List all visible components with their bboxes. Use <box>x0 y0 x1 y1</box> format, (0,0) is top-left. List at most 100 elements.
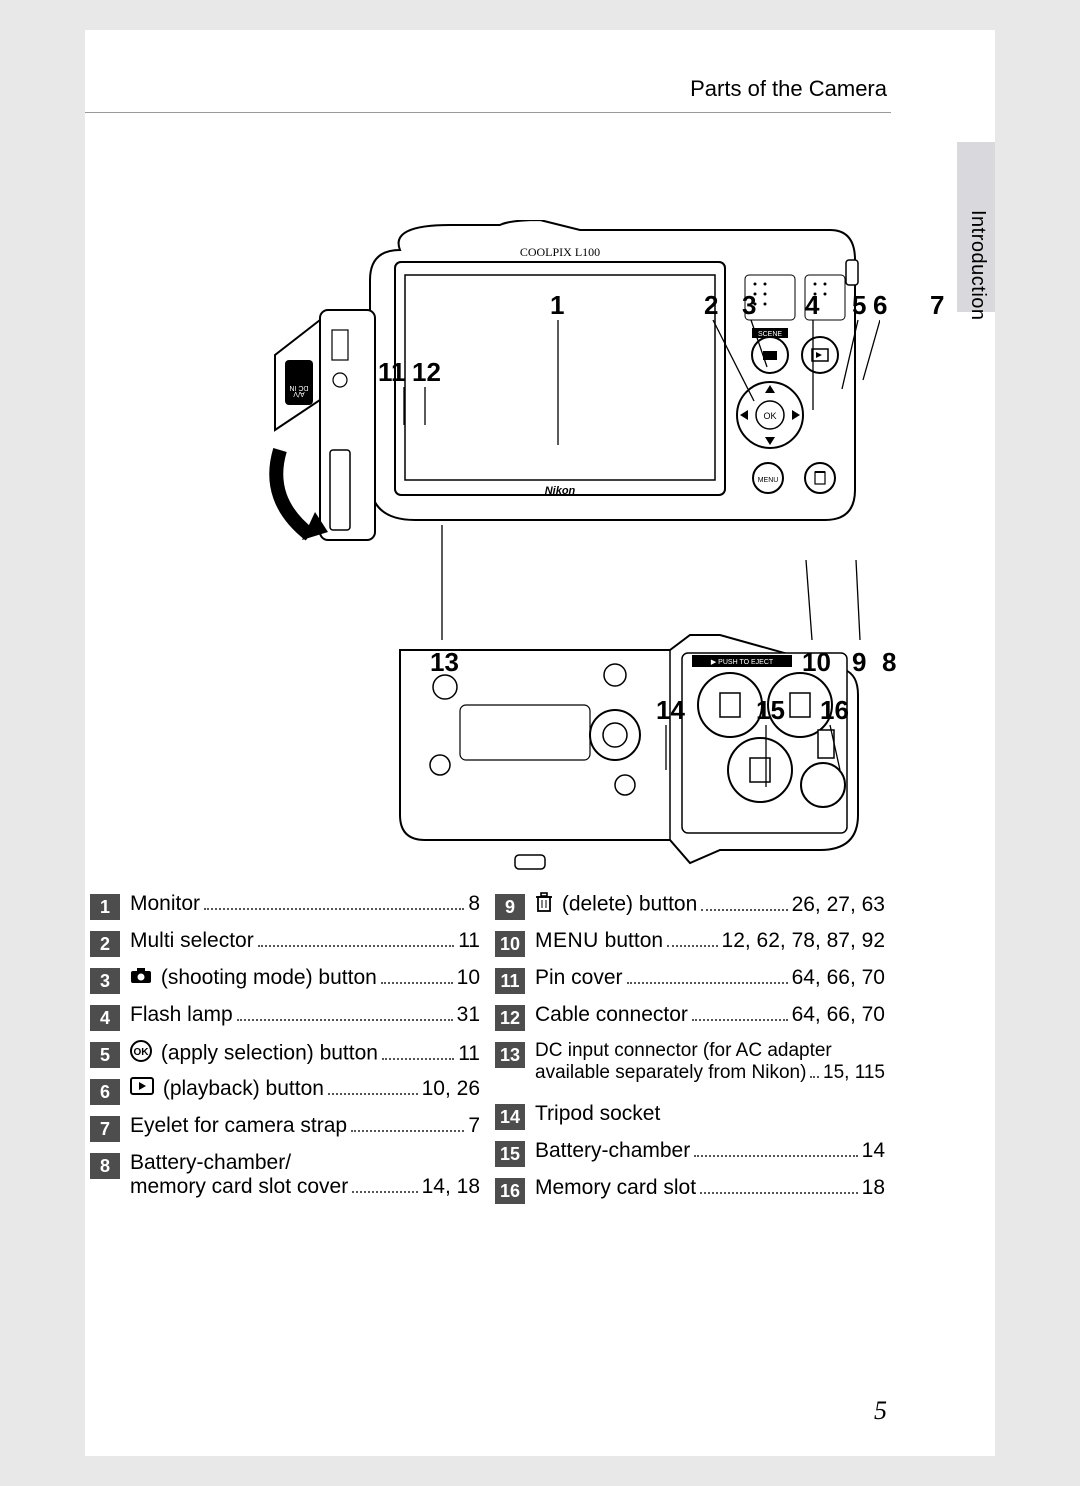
model-text: COOLPIX L100 <box>520 245 600 259</box>
part-label: Eyelet for camera strap <box>130 1114 347 1138</box>
callout-number: 4 <box>805 290 819 321</box>
part-page-ref: 12, 62, 78, 87, 92 <box>722 929 885 953</box>
callout-number: 9 <box>852 647 866 678</box>
part-page-ref: 31 <box>457 1003 480 1027</box>
part-row: 12Cable connector64, 66, 70 <box>495 1003 885 1036</box>
svg-text:OK: OK <box>763 411 776 421</box>
part-body: (shooting mode) button 10 <box>130 966 480 990</box>
svg-text:OK: OK <box>134 1047 150 1058</box>
part-row: 13 DC input connector (for AC adapteravai… <box>495 1040 885 1098</box>
part-row: 16 Memory card slot 18 <box>495 1176 885 1209</box>
part-number-badge: 13 <box>495 1042 525 1068</box>
callout-number: 15 <box>756 695 785 726</box>
camera-bottom-diagram: ▶ PUSH TO EJECT <box>390 615 860 875</box>
camera-icon <box>130 966 152 990</box>
part-row: 11 Pin cover 64, 66, 70 <box>495 966 885 999</box>
part-label: OK (apply selection) button <box>130 1040 378 1068</box>
callout-number: 8 <box>882 647 896 678</box>
callout-number: 7 <box>930 290 944 321</box>
callout-number: 6 <box>873 290 887 321</box>
part-row: 10 MENU button 12, 62, 78, 87, 92 <box>495 929 885 962</box>
part-page-ref: 10, 26 <box>422 1077 480 1101</box>
part-body: Pin cover 64, 66, 70 <box>535 966 885 990</box>
part-number-badge: 2 <box>90 931 120 957</box>
part-number-badge: 5 <box>90 1042 120 1068</box>
ok-icon: OK <box>130 1040 152 1068</box>
page-number: 5 <box>874 1396 887 1426</box>
part-number-badge: 3 <box>90 968 120 994</box>
part-body: Battery-chamber/memory card slot cover14… <box>130 1151 480 1199</box>
part-body: (delete) button 26, 27, 63 <box>535 892 885 918</box>
part-row: 4 Flash lamp 31 <box>90 1003 480 1036</box>
part-number-badge: 6 <box>90 1079 120 1105</box>
part-body: Eyelet for camera strap 7 <box>130 1114 480 1138</box>
callout-number: 5 <box>852 290 866 321</box>
part-label: Cable connector <box>535 1003 688 1027</box>
part-page-ref: 11 <box>458 1042 480 1066</box>
part-number-badge: 16 <box>495 1178 525 1204</box>
part-label: Memory card slot <box>535 1176 696 1200</box>
part-row: 14 Tripod socket <box>495 1102 885 1135</box>
play-icon <box>130 1077 154 1101</box>
svg-text:SCENE: SCENE <box>758 331 782 338</box>
trash-icon <box>535 892 553 918</box>
callout-number: 10 <box>802 647 831 678</box>
part-body: OK (apply selection) button 11 <box>130 1040 480 1068</box>
part-label: (delete) button <box>535 892 697 918</box>
part-number-badge: 14 <box>495 1104 525 1130</box>
part-label: Flash lamp <box>130 1003 233 1027</box>
part-number-badge: 9 <box>495 894 525 920</box>
part-page-ref: 64, 66, 70 <box>792 1003 885 1027</box>
part-page-ref: 8 <box>468 892 480 916</box>
manual-page: Parts of the Camera Introduction COOLPIX… <box>85 30 995 1456</box>
part-body: Flash lamp 31 <box>130 1003 480 1027</box>
part-page-ref: 10 <box>457 966 480 990</box>
part-row: 8 Battery-chamber/memory card slot cover1… <box>90 1151 480 1209</box>
callout-number: 2 <box>704 290 718 321</box>
part-number-badge: 15 <box>495 1141 525 1167</box>
part-row: 2 Multi selector11 <box>90 929 480 962</box>
part-number-badge: 1 <box>90 894 120 920</box>
part-page-ref: 26, 27, 63 <box>792 893 885 917</box>
part-body: DC input connector (for AC adapteravaila… <box>535 1040 885 1084</box>
callout-number: 3 <box>742 290 756 321</box>
parts-column-left: 1 Monitor8 2 Multi selector11 3 (shooting mo… <box>90 892 480 1213</box>
part-label: Battery-chamber <box>535 1139 690 1163</box>
section-label: Introduction <box>966 210 989 321</box>
callout-number: 11 <box>378 357 406 388</box>
part-label: DC input connector (for AC adapter <box>535 1040 832 1062</box>
part-number-badge: 11 <box>495 968 525 994</box>
part-row: 5 OK (apply selection) button 11 <box>90 1040 480 1073</box>
part-row: 9 (delete) button 26, 27, 63 <box>495 892 885 925</box>
part-page-ref: 64, 66, 70 <box>792 966 885 990</box>
part-body: Monitor8 <box>130 892 480 916</box>
part-page-ref: 18 <box>862 1176 885 1200</box>
part-number-badge: 4 <box>90 1005 120 1031</box>
parts-column-right: 9 (delete) button 26, 27, 63 10 MENU button… <box>495 892 885 1213</box>
part-page-ref: 7 <box>468 1114 480 1138</box>
part-row: 15 Battery-chamber14 <box>495 1139 885 1172</box>
part-number-badge: 8 <box>90 1153 120 1179</box>
svg-text:DC IN: DC IN <box>289 384 308 391</box>
callout-number: 1 <box>550 290 564 321</box>
part-label: (playback) button <box>130 1077 324 1101</box>
part-body: Multi selector11 <box>130 929 480 953</box>
part-label: MENU button <box>535 929 663 953</box>
callout-number: 12 <box>412 357 441 388</box>
header-rule <box>85 112 891 113</box>
part-page-ref: 11 <box>458 929 480 953</box>
part-number-badge: 10 <box>495 931 525 957</box>
part-body: Tripod socket <box>535 1102 885 1126</box>
part-page-ref: 14, 18 <box>422 1175 480 1199</box>
part-label: (shooting mode) button <box>130 966 377 990</box>
part-row: 3 (shooting mode) button 10 <box>90 966 480 999</box>
part-label: Tripod socket <box>535 1102 660 1126</box>
part-body: Battery-chamber14 <box>535 1139 885 1163</box>
part-label: Pin cover <box>535 966 623 990</box>
svg-text:MENU: MENU <box>758 477 779 484</box>
part-body: (playback) button 10, 26 <box>130 1077 480 1101</box>
part-page-ref: 15, 115 <box>823 1062 885 1084</box>
callout-number: 13 <box>430 647 459 678</box>
part-row: 7Eyelet for camera strap 7 <box>90 1114 480 1147</box>
page-header-title: Parts of the Camera <box>690 76 887 102</box>
